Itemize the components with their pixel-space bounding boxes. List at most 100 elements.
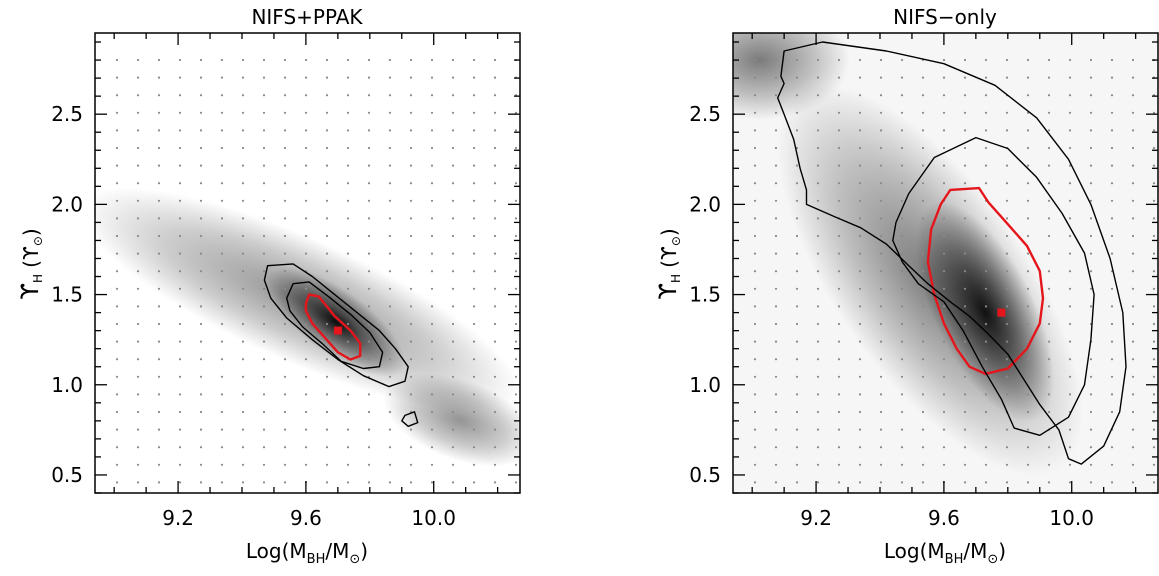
grid-dot xyxy=(1068,393,1072,396)
grid-dot xyxy=(367,252,371,255)
grid-dot xyxy=(1089,358,1093,361)
grid-dot xyxy=(774,305,778,308)
grid-dot xyxy=(304,375,308,378)
grid-dot xyxy=(325,164,329,167)
grid-dot xyxy=(388,428,392,431)
grid-dot xyxy=(346,111,350,114)
grid-dot xyxy=(1026,182,1030,185)
grid-dot xyxy=(451,58,455,62)
grid-dot xyxy=(178,252,182,255)
grid-dot xyxy=(220,375,224,378)
grid-dot xyxy=(816,428,820,431)
grid-dot xyxy=(388,305,392,308)
grid-dot xyxy=(774,146,778,150)
grid-dot xyxy=(963,94,967,97)
grid-dot xyxy=(430,287,434,290)
grid-dot xyxy=(900,76,904,79)
grid-dot xyxy=(1068,428,1072,431)
grid-dot xyxy=(837,164,841,167)
grid-dot xyxy=(774,340,778,343)
grid-dot xyxy=(1152,199,1156,202)
grid-dot xyxy=(283,287,287,290)
grid-dot xyxy=(795,234,799,238)
grid-dot xyxy=(136,428,140,431)
grid-dot xyxy=(1026,199,1030,202)
grid-dot xyxy=(858,58,862,62)
grid-dot xyxy=(816,234,820,238)
grid-dot xyxy=(451,270,455,273)
grid-dot xyxy=(1089,146,1093,150)
grid-dot xyxy=(262,58,266,62)
grid-dot xyxy=(409,252,413,255)
grid-dot xyxy=(1110,358,1114,361)
grid-dot xyxy=(774,481,778,484)
grid-dot xyxy=(178,217,182,220)
grid-dot xyxy=(367,481,371,484)
grid-dot xyxy=(157,111,161,114)
grid-dot xyxy=(493,446,497,449)
grid-dot xyxy=(774,375,778,378)
grid-dot xyxy=(325,234,329,238)
grid-dot xyxy=(942,463,946,466)
grid-dot xyxy=(346,428,350,431)
grid-dot xyxy=(879,129,883,132)
grid-dot xyxy=(921,199,925,202)
grid-dot xyxy=(367,129,371,132)
grid-dot xyxy=(493,305,497,308)
grid-dot xyxy=(115,270,119,273)
grid-dot xyxy=(346,322,350,326)
grid-dot xyxy=(325,182,329,185)
grid-dot xyxy=(430,146,434,150)
grid-dot xyxy=(984,164,988,167)
grid-dot xyxy=(900,234,904,238)
grid-dot xyxy=(984,217,988,220)
grid-dot xyxy=(283,270,287,273)
grid-dot xyxy=(753,340,757,343)
grid-dot xyxy=(493,146,497,150)
contour-outer xyxy=(263,263,409,388)
grid-dot xyxy=(1068,182,1072,185)
grid-dot xyxy=(283,199,287,202)
grid-dot xyxy=(283,217,287,220)
grid-dot xyxy=(325,446,329,449)
grid-dot xyxy=(136,182,140,185)
grid-dot xyxy=(304,322,308,326)
grid-dot xyxy=(430,358,434,361)
grid-dot xyxy=(115,322,119,326)
grid-dot xyxy=(220,164,224,167)
grid-dot xyxy=(816,199,820,202)
panel-title: NIFS−only xyxy=(893,5,997,29)
grid-dot xyxy=(430,463,434,466)
grid-dot xyxy=(178,340,182,343)
grid-dot xyxy=(409,481,413,484)
grid-dot xyxy=(1005,428,1009,431)
grid-dot xyxy=(136,199,140,202)
grid-dot xyxy=(1026,463,1030,466)
grid-dot xyxy=(283,322,287,326)
grid-dot xyxy=(816,446,820,449)
grid-dot xyxy=(879,182,883,185)
grid-dot xyxy=(1131,94,1135,97)
grid-dot xyxy=(367,428,371,431)
grid-dot xyxy=(753,375,757,378)
grid-dot xyxy=(858,94,862,97)
grid-dot xyxy=(514,217,518,220)
contour-middle xyxy=(892,136,1095,436)
grid-dot xyxy=(900,393,904,396)
grid-dot xyxy=(984,340,988,343)
grid-dot xyxy=(795,322,799,326)
grid-dot xyxy=(1005,234,1009,238)
y-tick-label: 1.0 xyxy=(51,373,83,397)
grid-dot xyxy=(136,463,140,466)
grid-dot xyxy=(157,340,161,343)
grid-dot xyxy=(1005,340,1009,343)
grid-dot xyxy=(136,287,140,290)
grid-dot xyxy=(409,446,413,449)
grid-dot xyxy=(451,322,455,326)
grid-dot xyxy=(984,322,988,326)
grid-dot xyxy=(921,182,925,185)
grid-dot xyxy=(262,76,266,79)
grid-dot xyxy=(241,252,245,255)
grid-dot xyxy=(816,481,820,484)
grid-dot xyxy=(157,164,161,167)
